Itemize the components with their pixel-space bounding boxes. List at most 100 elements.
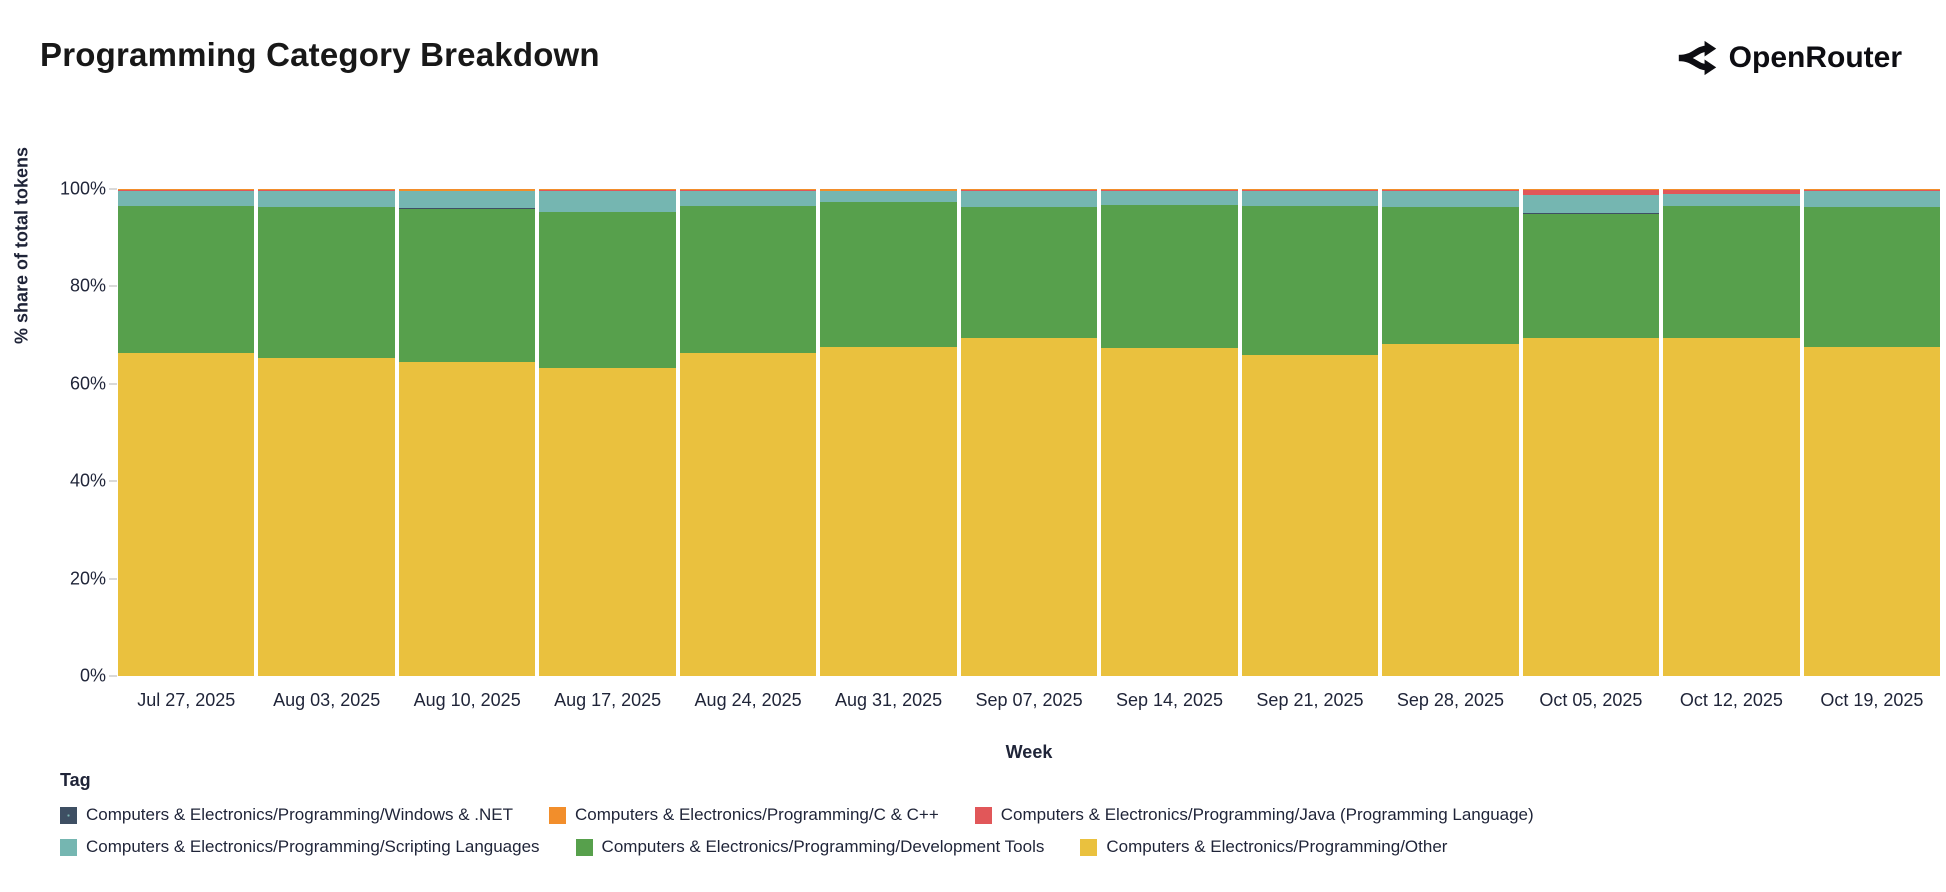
bar-segment[interactable] bbox=[1522, 190, 1660, 195]
bar-segment[interactable] bbox=[1803, 189, 1941, 191]
y-tick-label: 80% bbox=[69, 275, 106, 296]
legend-label: Computers & Electronics/Programming/Othe… bbox=[1106, 837, 1448, 856]
bar-segment[interactable] bbox=[960, 189, 1098, 191]
bar-segment[interactable] bbox=[398, 189, 536, 191]
bar-segment[interactable] bbox=[820, 202, 957, 347]
stacked-bar[interactable] bbox=[1522, 189, 1660, 676]
bar-segment[interactable] bbox=[1241, 206, 1379, 356]
y-tick-mark bbox=[109, 382, 117, 385]
stacked-bar[interactable] bbox=[539, 189, 676, 676]
bar-segment[interactable] bbox=[679, 353, 817, 676]
bar-segment[interactable] bbox=[960, 190, 1098, 207]
bar-segment[interactable] bbox=[820, 189, 957, 191]
x-tick-label: Jul 27, 2025 bbox=[137, 690, 236, 710]
legend-item[interactable]: Computers & Electronics/Programming/C & … bbox=[549, 805, 939, 825]
bar-segment[interactable] bbox=[118, 206, 255, 354]
stacked-bar[interactable] bbox=[1663, 189, 1800, 676]
stacked-bar[interactable] bbox=[1803, 189, 1941, 676]
bar-segment[interactable] bbox=[1522, 213, 1660, 339]
bar-segment[interactable] bbox=[1803, 207, 1941, 347]
legend-label: Computers & Electronics/Programming/Java… bbox=[1000, 805, 1534, 824]
bar-segment[interactable] bbox=[398, 190, 536, 209]
x-tick-label: Sep 14, 2025 bbox=[1115, 690, 1224, 710]
stacked-bar[interactable] bbox=[118, 189, 255, 676]
bar-segment[interactable] bbox=[258, 190, 395, 207]
stacked-bar[interactable] bbox=[1241, 189, 1379, 676]
bar-segment[interactable] bbox=[258, 207, 395, 358]
bar-segment[interactable] bbox=[820, 346, 957, 676]
stacked-bar[interactable] bbox=[1382, 189, 1519, 676]
stacked-bar[interactable] bbox=[679, 189, 817, 676]
x-tick-label: Oct 05, 2025 bbox=[1539, 690, 1643, 710]
page-title: Programming Category Breakdown bbox=[40, 36, 600, 73]
legend-label: Computers & Electronics/Programming/Deve… bbox=[601, 837, 1045, 856]
legend-label: Computers & Electronics/Programming/C & … bbox=[575, 805, 939, 824]
bar-segment[interactable] bbox=[679, 189, 817, 191]
y-tick-mark bbox=[109, 675, 117, 677]
x-tick-label: Aug 17, 2025 bbox=[554, 690, 662, 710]
stacked-bar[interactable] bbox=[1101, 189, 1238, 676]
stacked-bar[interactable] bbox=[398, 189, 536, 676]
bar-segment[interactable] bbox=[1382, 207, 1519, 344]
legend-swatch-icon bbox=[549, 806, 567, 824]
legend-item[interactable]: Computers & Electronics/Programming/Othe… bbox=[1080, 837, 1447, 857]
y-axis-title: % share of total tokens bbox=[11, 146, 32, 344]
x-tick-label: Aug 03, 2025 bbox=[273, 690, 381, 710]
stacked-bar[interactable] bbox=[820, 189, 957, 676]
legend-swatch-icon bbox=[60, 838, 77, 856]
bar-segment[interactable] bbox=[1101, 205, 1238, 348]
x-tick-label: Aug 10, 2025 bbox=[413, 690, 521, 710]
bar-segment[interactable] bbox=[398, 361, 536, 676]
bar-segment[interactable] bbox=[258, 358, 395, 676]
stacked-bar[interactable] bbox=[258, 189, 395, 676]
legend-item[interactable]: Computers & Electronics/Programming/Java… bbox=[974, 805, 1534, 825]
bar-segment[interactable] bbox=[539, 190, 676, 212]
bar-segment[interactable] bbox=[1522, 194, 1660, 214]
bar-segment[interactable] bbox=[1522, 338, 1660, 676]
bar-segment[interactable] bbox=[679, 206, 817, 354]
bar-segment[interactable] bbox=[1663, 338, 1800, 676]
legend-item[interactable]: Computers & Electronics/Programming/Wind… bbox=[60, 805, 513, 825]
x-tick-label: Sep 07, 2025 bbox=[975, 690, 1083, 710]
bar-segment[interactable] bbox=[1382, 343, 1519, 676]
legend-item[interactable]: Computers & Electronics/Programming/Deve… bbox=[575, 837, 1045, 857]
bar-segment[interactable] bbox=[118, 189, 255, 191]
bar-segment[interactable] bbox=[820, 190, 957, 202]
legend-swatch-icon bbox=[974, 806, 992, 824]
bar-segment[interactable] bbox=[679, 190, 817, 206]
bar-segment[interactable] bbox=[258, 189, 395, 191]
bar-segment[interactable] bbox=[118, 353, 255, 676]
bar-segment[interactable] bbox=[1382, 190, 1519, 207]
x-tick-label: Aug 31, 2025 bbox=[835, 690, 943, 710]
legend-swatch-icon bbox=[575, 838, 593, 856]
bar-segment[interactable] bbox=[1663, 206, 1800, 339]
stacked-bar[interactable] bbox=[960, 189, 1098, 676]
bar-segment[interactable] bbox=[398, 208, 536, 362]
y-tick-label: 0% bbox=[79, 665, 106, 686]
bar-segment[interactable] bbox=[118, 190, 255, 206]
bar-segment[interactable] bbox=[1803, 346, 1941, 676]
bar-segment[interactable] bbox=[539, 189, 676, 191]
bar-segment[interactable] bbox=[1663, 193, 1800, 206]
bar-segment[interactable] bbox=[960, 207, 1098, 339]
y-tick-mark bbox=[109, 188, 117, 190]
bar-segment[interactable] bbox=[1101, 347, 1238, 676]
bar-segment[interactable] bbox=[1241, 355, 1379, 676]
bar-segment[interactable] bbox=[1241, 189, 1379, 191]
legend-item[interactable]: Computers & Electronics/Programming/Scri… bbox=[60, 837, 540, 857]
bar-segment[interactable] bbox=[1522, 189, 1660, 191]
bar-segment[interactable] bbox=[1663, 190, 1800, 194]
bar-segment[interactable] bbox=[539, 212, 676, 369]
bar-segment[interactable] bbox=[1803, 190, 1941, 207]
x-tick-label: Oct 12, 2025 bbox=[1679, 690, 1783, 710]
bar-segment[interactable] bbox=[1663, 189, 1800, 190]
bar-segment[interactable] bbox=[1382, 189, 1519, 191]
bar-segment[interactable] bbox=[1101, 189, 1238, 191]
bar-segment[interactable] bbox=[960, 338, 1098, 676]
x-tick-label: Sep 28, 2025 bbox=[1396, 690, 1504, 710]
x-axis: Jul 27, 2025 Aug 03, 2025 Aug 10, 2025 Aug … bbox=[118, 690, 1940, 711]
bar-segment[interactable] bbox=[1241, 190, 1379, 206]
y-tick-mark bbox=[109, 577, 117, 580]
bar-segment[interactable] bbox=[1101, 190, 1238, 205]
bar-segment[interactable] bbox=[539, 368, 676, 676]
